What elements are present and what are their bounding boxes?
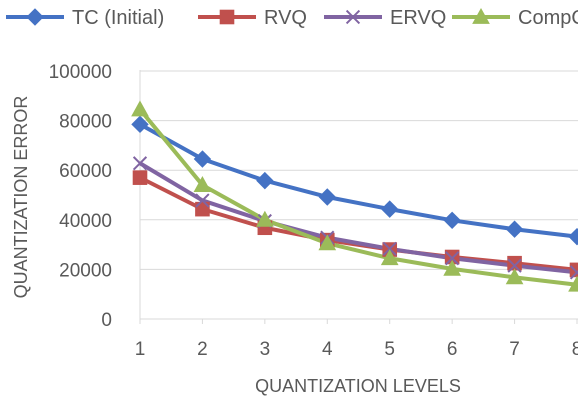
data-point	[569, 265, 578, 280]
data-point-stroke	[132, 156, 148, 171]
y-tick-label: 40000	[59, 211, 112, 232]
y-tick-label: 0	[101, 310, 112, 331]
x-tick-label: 1	[135, 339, 146, 360]
legend-label: TC (Initial)	[72, 7, 164, 29]
data-point	[26, 8, 44, 26]
data-point	[445, 251, 460, 266]
data-point	[381, 200, 399, 218]
series-line	[138, 108, 578, 287]
data-point	[195, 201, 210, 217]
x-axis-title: QUANTIZATION LEVELS	[255, 376, 461, 396]
data-point	[380, 249, 399, 266]
x-tick-label: 6	[447, 339, 458, 360]
data-point	[132, 170, 148, 185]
data-point	[507, 258, 522, 273]
axes: 0 20000 40000 60000 80000 100000 1 2 3 4 5 6 7 8	[49, 62, 578, 360]
data-point	[193, 176, 212, 192]
y-tick-label: 80000	[59, 112, 112, 133]
data-point	[568, 275, 578, 292]
legend-item: RVQ	[198, 7, 307, 29]
y-axis-title: QUANTIZATION ERROR	[11, 96, 31, 299]
legend-label: ERVQ	[390, 7, 446, 29]
data-point-stroke	[507, 258, 522, 273]
x-tick-label: 4	[322, 339, 333, 360]
legend-label: RVQ	[264, 7, 307, 29]
x-tick-label: 8	[572, 339, 578, 360]
y-tick-label: 20000	[59, 260, 112, 281]
data-point	[568, 227, 578, 246]
data-point	[505, 220, 524, 238]
gridlines	[140, 70, 578, 270]
data-point-stroke	[345, 9, 361, 25]
data-point-stroke	[569, 269, 578, 280]
series-line	[138, 161, 578, 275]
y-tick-label: 60000	[59, 161, 112, 182]
data-point	[472, 7, 490, 24]
series-markers	[131, 100, 578, 292]
data-point	[256, 210, 274, 227]
data-point-stroke	[382, 241, 397, 256]
data-point	[256, 171, 274, 190]
data-point	[345, 9, 361, 25]
x-tick-label: 7	[509, 339, 520, 360]
data-point	[443, 259, 461, 276]
legend-item: TC (Initial)	[6, 7, 164, 29]
data-point	[507, 255, 522, 271]
data-point	[382, 241, 397, 256]
data-point	[443, 211, 461, 230]
data-point	[131, 100, 149, 117]
series-lines	[138, 108, 578, 287]
data-point	[318, 188, 336, 206]
data-point	[219, 9, 235, 25]
data-point	[193, 150, 212, 168]
data-point-stroke	[195, 193, 210, 208]
data-point	[318, 234, 337, 251]
legend-item: ERVQ	[324, 7, 446, 29]
data-point	[195, 193, 210, 208]
series-line	[139, 122, 578, 239]
y-tick-label: 100000	[49, 62, 112, 83]
x-tick-label: 5	[384, 339, 395, 360]
data-point	[505, 268, 524, 285]
data-point-stroke	[445, 251, 460, 266]
x-tick-label: 3	[260, 339, 271, 360]
data-point	[131, 115, 149, 134]
x-tick-label: 2	[197, 339, 208, 360]
data-point	[132, 156, 148, 171]
